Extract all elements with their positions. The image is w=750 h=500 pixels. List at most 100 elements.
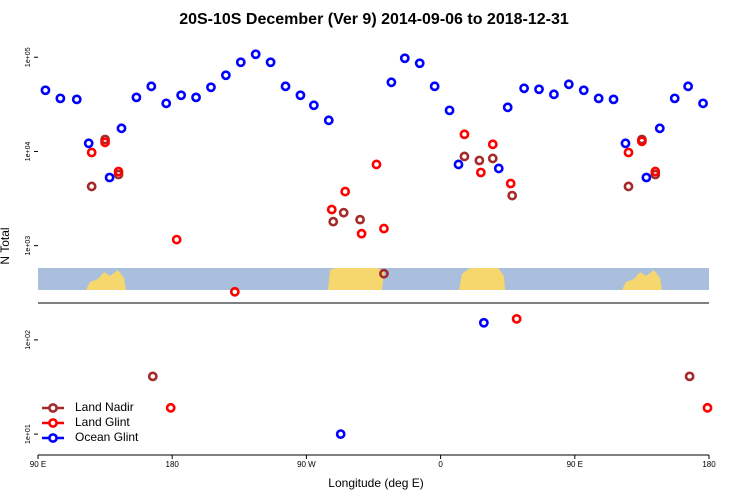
legend-marker — [48, 403, 58, 413]
point — [549, 89, 559, 100]
y-tick-label: 1e+04 — [25, 142, 32, 162]
point — [478, 317, 489, 328]
point — [191, 92, 201, 103]
point — [161, 98, 172, 109]
point — [386, 77, 397, 88]
land — [86, 270, 126, 290]
y-tick-label: 1e+03 — [25, 236, 32, 256]
point — [280, 81, 291, 92]
legend-marker — [48, 433, 58, 443]
x-tick-label: 0 — [438, 460, 443, 469]
point — [429, 81, 440, 92]
map-strip — [38, 268, 709, 290]
y-tick-label: 1e+02 — [25, 330, 32, 350]
point — [86, 147, 97, 158]
point — [113, 166, 124, 177]
x-tick-label: 180 — [702, 460, 716, 469]
point — [295, 90, 306, 101]
point — [593, 93, 604, 104]
point — [698, 98, 708, 109]
point — [453, 159, 464, 170]
point — [702, 402, 713, 413]
chart-title: 20S-10S December (Ver 9) 2014-09-06 to 2… — [179, 11, 569, 28]
land — [328, 268, 384, 290]
y-axis-label: N Total — [0, 227, 12, 264]
point — [519, 83, 530, 94]
legend-label: Land Glint — [75, 415, 130, 429]
point — [171, 234, 182, 245]
point — [414, 58, 425, 69]
point — [40, 85, 51, 96]
point — [229, 286, 240, 297]
point — [326, 204, 337, 215]
point — [355, 214, 365, 225]
point — [328, 216, 339, 227]
point — [563, 79, 574, 90]
point — [493, 163, 504, 174]
point — [356, 228, 367, 239]
legend-marker — [48, 418, 58, 428]
legend-label: Ocean Glint — [75, 430, 139, 444]
point — [165, 402, 176, 413]
point — [487, 139, 498, 150]
x-tick-label: 90 E — [30, 460, 46, 469]
point — [335, 429, 346, 439]
point — [83, 138, 94, 149]
point — [379, 268, 389, 279]
point — [623, 147, 634, 158]
point — [265, 57, 276, 68]
point — [608, 94, 619, 105]
point — [86, 181, 97, 192]
point — [100, 137, 110, 148]
point — [71, 94, 82, 105]
point — [487, 153, 498, 164]
point — [146, 81, 157, 92]
point — [534, 84, 544, 95]
point — [669, 93, 680, 104]
point — [578, 85, 589, 96]
point — [176, 90, 187, 101]
land — [459, 268, 505, 290]
point — [55, 93, 66, 104]
x-tick-label: 180 — [166, 460, 180, 469]
point — [220, 70, 231, 81]
point — [474, 155, 485, 166]
point — [507, 190, 518, 201]
point — [147, 371, 158, 382]
x-tick-label: 90 E — [567, 460, 583, 469]
point — [654, 123, 665, 134]
point — [399, 53, 410, 64]
point — [116, 123, 127, 134]
point — [502, 102, 513, 113]
point — [104, 172, 115, 183]
point — [235, 57, 246, 68]
point — [623, 181, 634, 192]
point — [338, 207, 349, 218]
point — [641, 172, 652, 183]
point — [683, 81, 694, 92]
point — [308, 100, 319, 111]
point — [459, 151, 470, 162]
point — [650, 166, 661, 177]
point — [620, 138, 631, 149]
point — [511, 313, 522, 324]
point — [505, 178, 516, 189]
point — [379, 223, 389, 234]
point — [340, 186, 351, 197]
point — [323, 115, 334, 126]
x-axis-label: Longitude (deg E) — [328, 476, 423, 490]
point — [475, 167, 486, 178]
point — [250, 49, 261, 60]
legend-label: Land Nadir — [75, 400, 134, 414]
point — [371, 159, 382, 170]
y-tick-label: 1e+05 — [25, 47, 32, 67]
point — [444, 105, 455, 116]
point — [206, 82, 216, 93]
point — [637, 136, 647, 147]
point — [684, 371, 695, 382]
land — [622, 270, 662, 290]
point — [459, 129, 470, 140]
y-tick-label: 1e+01 — [25, 424, 32, 444]
x-tick-label: 90 W — [297, 460, 316, 469]
